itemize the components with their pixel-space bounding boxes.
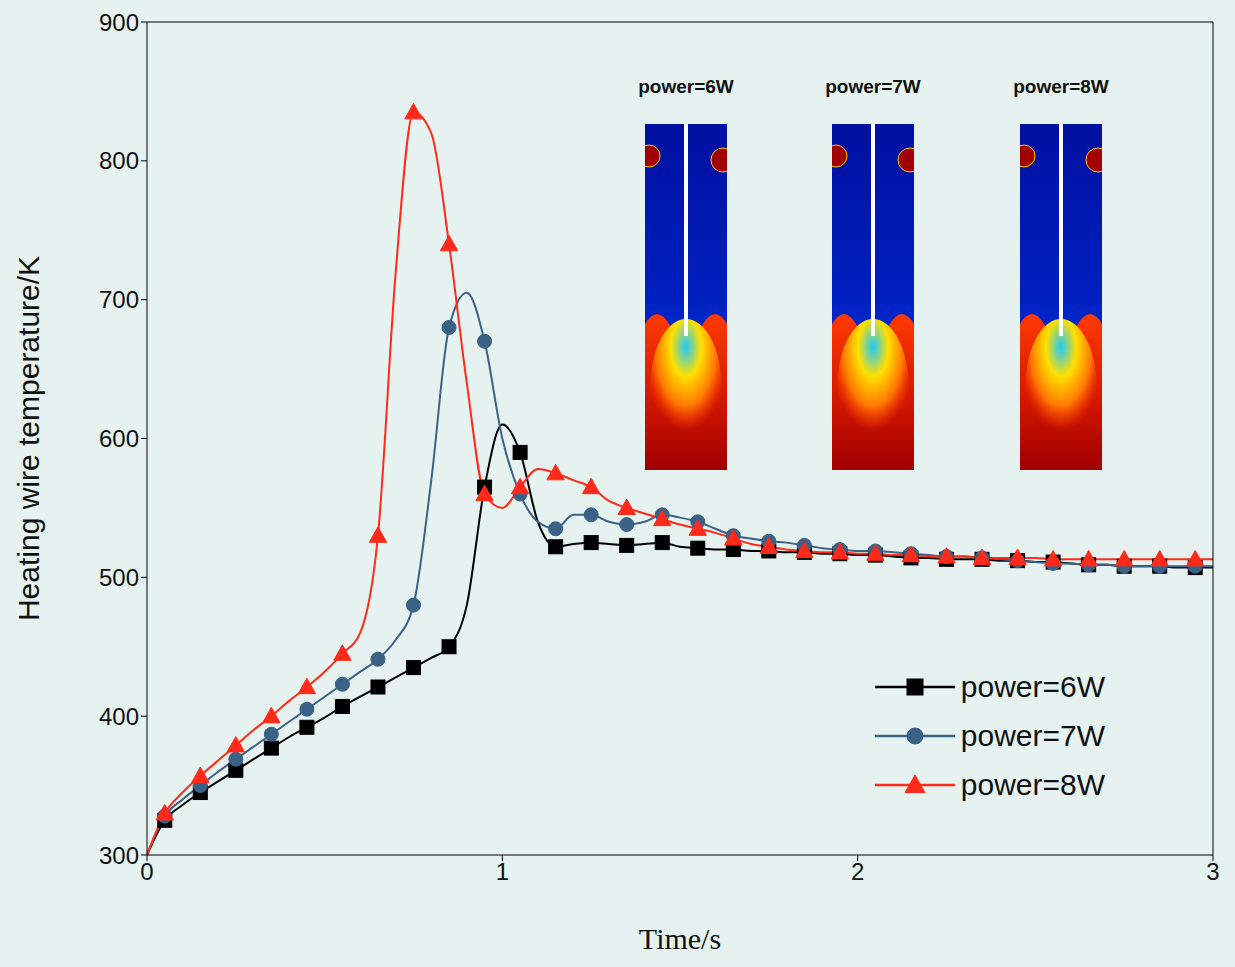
html-text:power=8W: power=8W [1013, 76, 1109, 97]
html-text:power=6W: power=6W [960, 669, 1105, 703]
svg-text:Heating wire temperature/K: Heating wire temperature/K [12, 256, 45, 621]
html-text:power=6W: power=6W [638, 76, 734, 97]
svg-text:1: 1 [496, 858, 509, 885]
html-text:power=8W: power=8W [960, 767, 1105, 801]
svg-text:900: 900 [99, 9, 139, 36]
svg-text:800: 800 [99, 147, 139, 174]
svg-text:3: 3 [1206, 858, 1219, 885]
svg-text:500: 500 [99, 564, 139, 591]
svg-text:700: 700 [99, 286, 139, 313]
svg-text:2: 2 [851, 858, 864, 885]
svg-text:600: 600 [99, 425, 139, 452]
svg-text:400: 400 [99, 703, 139, 730]
html-text:power=7W: power=7W [825, 76, 921, 97]
svg-text:0: 0 [140, 858, 153, 885]
svg-text:300: 300 [99, 842, 139, 869]
svg-text:Time/s: Time/s [639, 922, 721, 955]
html-text:power=7W: power=7W [960, 718, 1105, 752]
